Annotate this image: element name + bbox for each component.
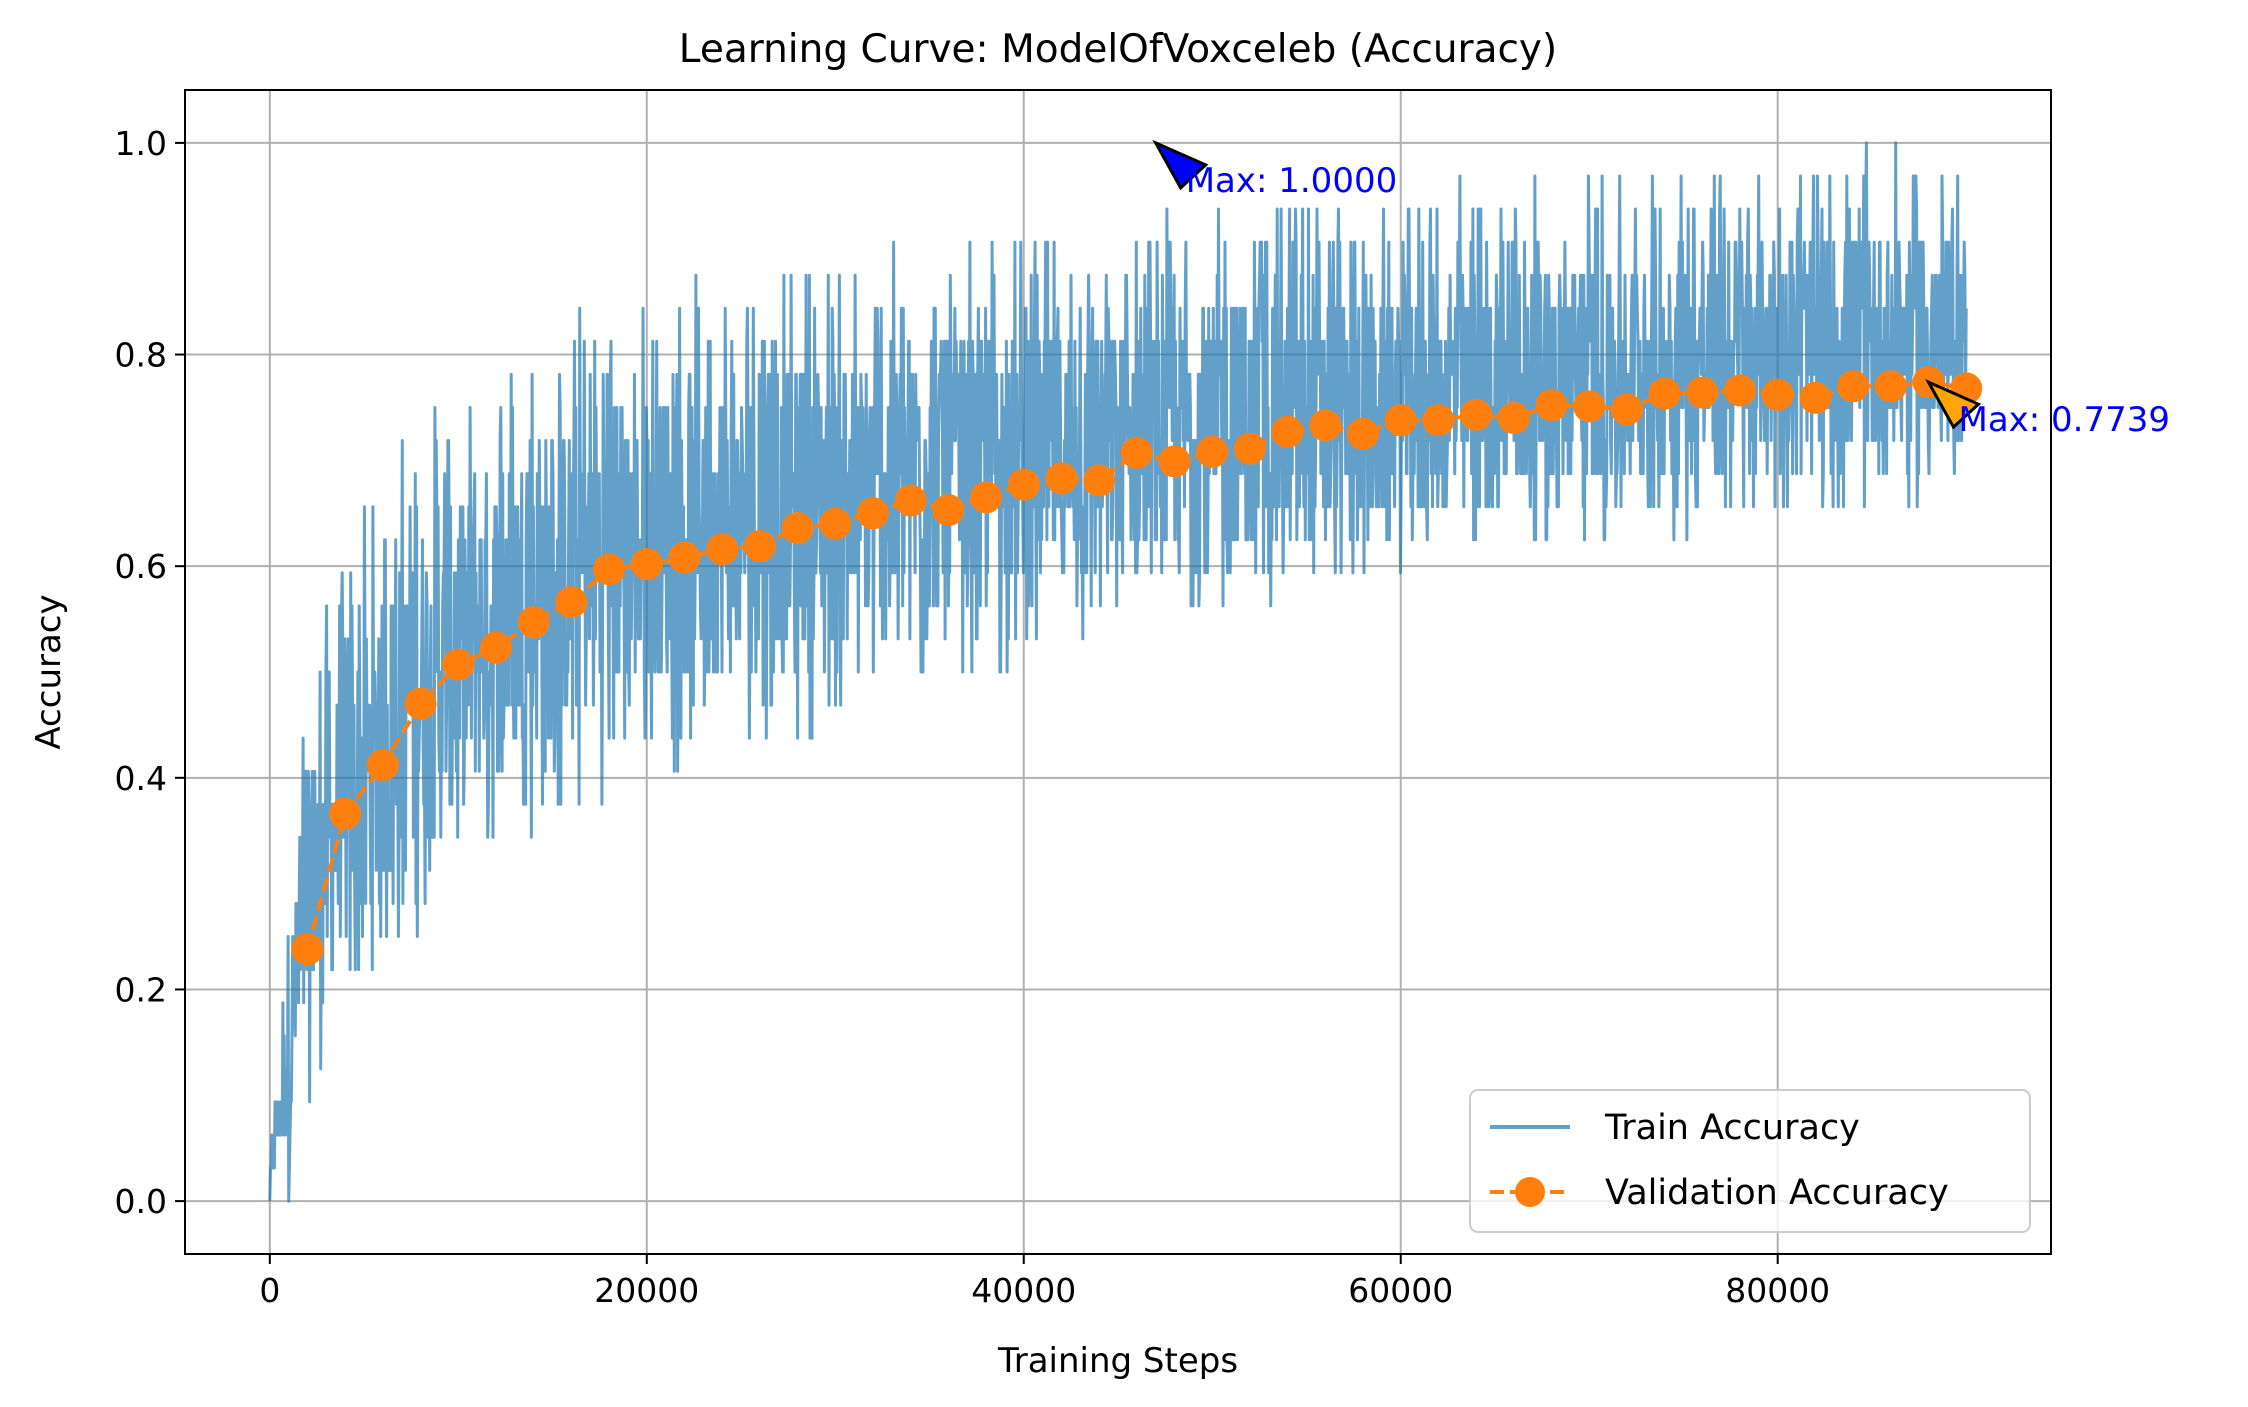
validation-point [1271, 415, 1304, 448]
validation-point [1724, 374, 1756, 407]
x-axis-ticks: 0 20000 40000 60000 80000 [259, 1254, 1830, 1310]
annotations: Max: 1.0000 Max: 0.7739 [1152, 139, 2170, 440]
x-axis-label: Training Steps [997, 1341, 1238, 1381]
validation-point [1347, 417, 1379, 450]
validation-point [630, 548, 663, 581]
validation-point [894, 484, 927, 517]
validation-point [1233, 432, 1266, 465]
validation-point [329, 797, 362, 830]
validation-point [819, 507, 852, 540]
validation-point [404, 687, 437, 720]
validation-point [1120, 437, 1153, 469]
validation-accuracy-series [291, 366, 1983, 966]
x-tick-label: 0 [259, 1271, 280, 1310]
validation-point [291, 933, 324, 966]
validation-point [857, 497, 889, 530]
validation-point [442, 648, 475, 681]
validation-point [970, 481, 1003, 514]
validation-point [1837, 370, 1870, 403]
validation-point [555, 586, 588, 619]
plot-frame [184, 89, 2052, 1255]
validation-point [1083, 464, 1116, 497]
legend: Train Accuracy Validation Accuracy [1469, 1089, 2031, 1233]
validation-point [1196, 435, 1229, 468]
train-accuracy-series [268, 141, 1968, 1203]
validation-point [706, 533, 739, 566]
y-axis-label: Accuracy [29, 594, 69, 749]
max-annotation-marker [1152, 139, 1209, 191]
grid-lines [185, 90, 2051, 1254]
max-annotation-marker [1925, 378, 1982, 430]
x-tick-label: 80000 [1725, 1271, 1830, 1310]
max-annotation-label: Max: 0.7739 [1958, 400, 2170, 440]
validation-point [1422, 404, 1455, 437]
validation-point [1799, 381, 1832, 414]
validation-point [743, 530, 776, 563]
validation-point [1384, 404, 1417, 437]
validation-point [1497, 402, 1530, 434]
validation-point [1007, 468, 1040, 501]
x-tick-label: 20000 [594, 1271, 699, 1310]
validation-point [593, 553, 626, 586]
x-tick-label: 40000 [971, 1271, 1076, 1310]
legend-box [1469, 1089, 2031, 1233]
validation-point [1158, 445, 1191, 478]
train-accuracy-line [268, 141, 1968, 1203]
validation-point [932, 494, 965, 527]
validation-point [366, 749, 399, 782]
validation-point [1761, 378, 1794, 411]
validation-point [1573, 390, 1606, 423]
y-tick-label: 0.8 [115, 336, 167, 375]
legend-validation-marker [1515, 1177, 1545, 1207]
y-tick-label: 0.0 [115, 1182, 167, 1221]
validation-point [517, 606, 550, 639]
legend-train-label: Train Accuracy [1604, 1108, 1860, 1148]
validation-point [668, 541, 701, 574]
validation-point [1874, 370, 1907, 403]
validation-point [1686, 376, 1719, 409]
validation-point [1309, 409, 1342, 442]
chart-title: Learning Curve: ModelOfVoxceleb (Accurac… [679, 27, 1557, 72]
y-tick-label: 1.0 [115, 124, 167, 163]
validation-point [480, 631, 512, 664]
y-axis-ticks: 0.0 0.2 0.4 0.6 0.8 1.0 [115, 124, 185, 1221]
x-tick-label: 60000 [1348, 1271, 1453, 1310]
validation-point [1460, 398, 1493, 431]
validation-point [781, 512, 814, 545]
y-tick-label: 0.6 [115, 547, 167, 586]
validation-point [1648, 377, 1681, 410]
y-tick-label: 0.4 [115, 759, 167, 798]
max-annotation-label: Max: 1.0000 [1186, 161, 1398, 201]
validation-point [1610, 393, 1643, 426]
y-tick-label: 0.2 [115, 970, 167, 1009]
legend-validation-label: Validation Accuracy [1605, 1173, 1949, 1213]
validation-point [1535, 389, 1568, 422]
validation-point [1045, 462, 1078, 495]
